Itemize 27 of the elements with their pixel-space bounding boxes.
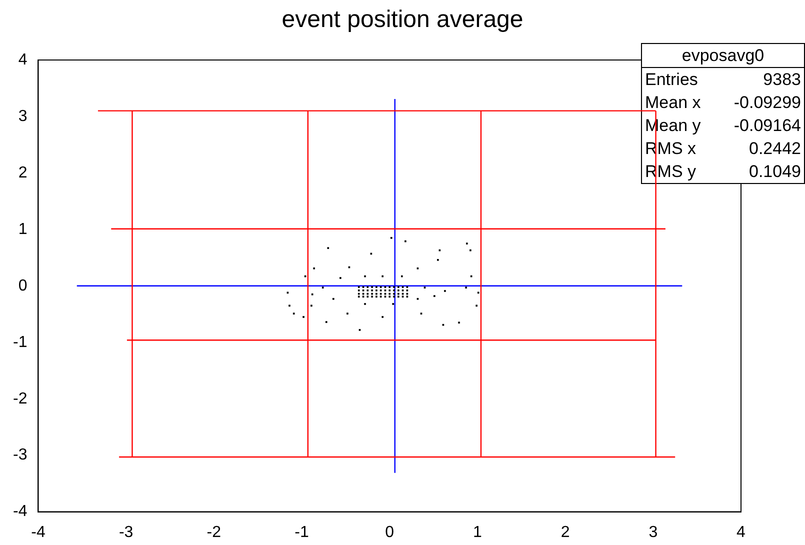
annotation: Entries: [644, 69, 699, 91]
annotation: -0.09164: [732, 115, 802, 137]
x-tick-label: 1: [473, 524, 482, 541]
x-tick-label: 3: [648, 524, 658, 541]
annotation: -0.09299: [732, 92, 802, 114]
x-tick-label: 4: [736, 524, 746, 541]
x-tick-label: -2: [206, 524, 222, 541]
y-tick-label: -1: [12, 334, 28, 351]
text: 0.2442: [748, 138, 802, 160]
y-tick-label: 2: [18, 164, 28, 182]
chart-title: event position average: [280, 6, 524, 34]
x-tick-label: -3: [118, 524, 134, 541]
text: 0.1049: [748, 161, 802, 183]
y-tick-label: 1: [18, 220, 28, 238]
y-tick-label: 0: [18, 277, 28, 294]
annotation: Mean x: [644, 92, 702, 114]
y-tick-label: -3: [12, 446, 28, 464]
y-tick-label: 3: [18, 108, 28, 125]
x-tick-label: -1: [294, 524, 309, 541]
annotation: evposavg0: [642, 44, 804, 68]
x-tick-label: 0: [385, 524, 394, 541]
text: 9383: [762, 69, 802, 91]
x-tick-label: -4: [31, 524, 46, 541]
y-tick-label: 4: [18, 51, 28, 68]
y-tick-label: -2: [12, 390, 28, 408]
x-tick-label: 2: [560, 524, 570, 541]
y-tick-label: -4: [12, 503, 28, 520]
